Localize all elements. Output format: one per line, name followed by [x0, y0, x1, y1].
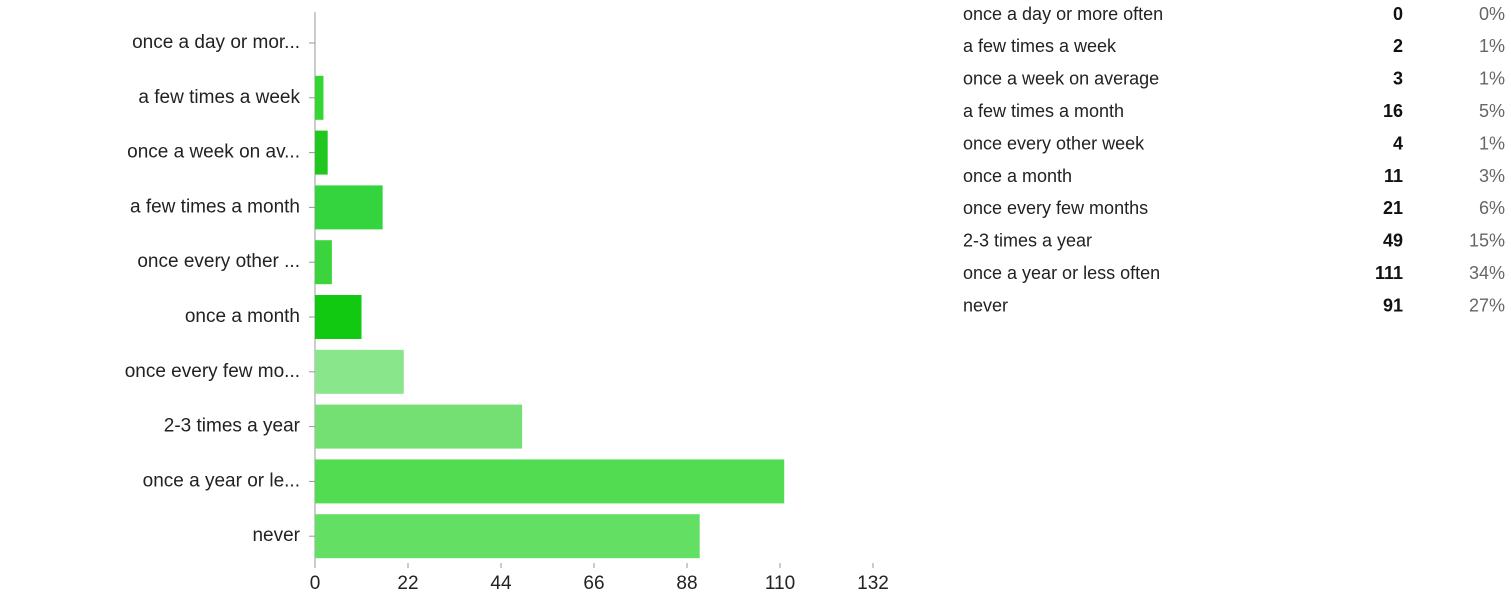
- table-percent: 1%: [1479, 69, 1505, 89]
- table-percent: 5%: [1479, 101, 1505, 121]
- table-count: 21: [1383, 198, 1403, 218]
- bar: [315, 349, 404, 394]
- table-percent: 34%: [1469, 263, 1505, 283]
- table-percent: 27%: [1469, 295, 1505, 315]
- table-label: once every few months: [963, 198, 1148, 218]
- y-tick-label: once every few mo...: [125, 361, 300, 382]
- table-count: 49: [1383, 231, 1403, 251]
- table-percent: 1%: [1479, 133, 1505, 153]
- table-label: once a month: [963, 166, 1072, 186]
- table-percent: 1%: [1479, 36, 1505, 56]
- table-label: once a week on average: [963, 69, 1159, 89]
- table-count: 3: [1393, 69, 1403, 89]
- y-tick-label: once every other ...: [137, 251, 300, 272]
- table-label: once a year or less often: [963, 263, 1160, 283]
- bar: [315, 404, 523, 449]
- bar: [315, 295, 362, 339]
- table-percent: 6%: [1479, 198, 1505, 218]
- x-tick-label: 44: [490, 573, 512, 594]
- bar: [315, 75, 324, 120]
- table-count: 2: [1393, 36, 1403, 56]
- y-tick-label: once a day or mor...: [132, 32, 300, 53]
- bar: [315, 240, 332, 285]
- x-tick-label: 22: [397, 573, 418, 594]
- table-count: 0: [1393, 4, 1403, 24]
- table-label: once a day or more often: [963, 4, 1163, 24]
- table-count: 4: [1393, 133, 1403, 153]
- bar: [315, 185, 383, 230]
- x-tick-label: 110: [765, 573, 795, 594]
- table-label: never: [963, 295, 1008, 315]
- table-count: 11: [1384, 166, 1403, 186]
- y-tick-label: once a month: [185, 306, 300, 327]
- table-label: once every other week: [963, 133, 1145, 153]
- bar: [315, 459, 785, 504]
- x-tick-label: 88: [676, 573, 697, 594]
- x-tick-label: 66: [583, 573, 604, 594]
- table-count: 111: [1375, 263, 1403, 283]
- table-label: a few times a month: [963, 101, 1124, 121]
- x-tick-label: 132: [857, 573, 889, 594]
- table-label: a few times a week: [963, 36, 1117, 56]
- bar: [315, 130, 328, 175]
- y-tick-label: 2-3 times a year: [164, 416, 301, 437]
- table-percent: 15%: [1469, 231, 1505, 251]
- y-tick-label: a few times a week: [138, 87, 300, 108]
- y-tick-label: once a year or le...: [143, 470, 300, 491]
- table-count: 16: [1383, 101, 1403, 121]
- y-tick-label: never: [252, 525, 300, 546]
- table-count: 91: [1383, 295, 1403, 315]
- bar: [315, 514, 700, 559]
- table-label: 2-3 times a year: [963, 231, 1092, 251]
- y-tick-label: a few times a month: [130, 196, 300, 217]
- table-percent: 3%: [1479, 166, 1505, 186]
- y-tick-label: once a week on av...: [127, 142, 300, 163]
- x-tick-label: 0: [310, 573, 321, 594]
- table-percent: 0%: [1479, 4, 1505, 24]
